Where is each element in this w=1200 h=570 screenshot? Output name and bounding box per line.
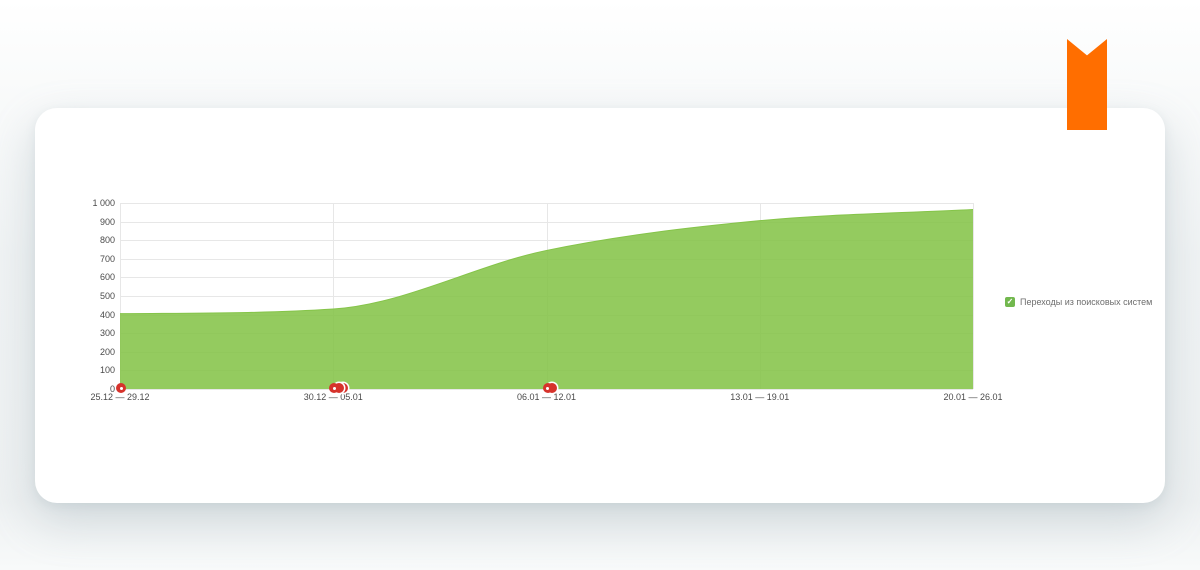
x-axis: 25.12 — 29.12 30.12 — 05.01 06.01 — 12.01 1… bbox=[90, 392, 1002, 406]
y-axis-tick-label: 400 bbox=[99, 309, 115, 320]
chart-card: 1 000 900 800 700 600 500 400 300 200 100 0 25.12 … bbox=[35, 108, 1165, 503]
y-axis-tick-label: 200 bbox=[99, 346, 115, 357]
y-axis-tick-label: 1 000 bbox=[92, 198, 115, 208]
x-axis-tick-label: 20.01 — 26.01 bbox=[943, 392, 1003, 402]
y-axis: 1 000 900 800 700 600 500 400 300 200 100 0 bbox=[35, 108, 115, 408]
marker-glyph bbox=[332, 386, 336, 390]
x-axis-tick-label: 25.12 — 29.12 bbox=[90, 392, 150, 402]
bookmark-ribbon-icon bbox=[1067, 39, 1107, 130]
x-axis-tick-label: 06.01 — 12.01 bbox=[516, 392, 577, 402]
y-axis-tick-label: 300 bbox=[99, 328, 115, 339]
plot-area bbox=[116, 203, 974, 393]
annotation-marker[interactable] bbox=[116, 383, 126, 393]
legend-item[interactable]: ✓ Переходы из поисковых систем bbox=[1005, 297, 1152, 307]
annotation-marker[interactable] bbox=[329, 383, 340, 393]
area-chart-svg bbox=[119, 203, 974, 390]
y-axis-tick-label: 700 bbox=[99, 253, 115, 264]
y-axis-tick-label: 600 bbox=[99, 272, 115, 283]
y-axis-tick-label: 0 bbox=[109, 384, 115, 394]
checkbox-checked-icon: ✓ bbox=[1005, 297, 1015, 307]
y-axis-tick-label: 500 bbox=[99, 291, 115, 301]
area-series bbox=[120, 209, 973, 389]
y-axis-tick-label: 900 bbox=[99, 216, 115, 227]
search-traffic-chart: 1 000 900 800 700 600 500 400 300 200 100 0 25.12 … bbox=[35, 108, 1165, 503]
y-axis-tick-label: 100 bbox=[99, 365, 115, 376]
annotation-markers bbox=[116, 203, 973, 393]
marker-glyph bbox=[546, 386, 549, 390]
legend-label: Переходы из поисковых систем bbox=[1020, 297, 1153, 307]
marker-glyph bbox=[119, 386, 123, 390]
x-axis-tick-label: 30.12 — 05.01 bbox=[303, 392, 363, 402]
annotation-marker[interactable] bbox=[542, 383, 553, 393]
x-axis-tick-label: 13.01 — 19.01 bbox=[730, 392, 790, 402]
y-axis-tick-label: 800 bbox=[99, 235, 115, 246]
area-series-edge bbox=[119, 209, 974, 315]
